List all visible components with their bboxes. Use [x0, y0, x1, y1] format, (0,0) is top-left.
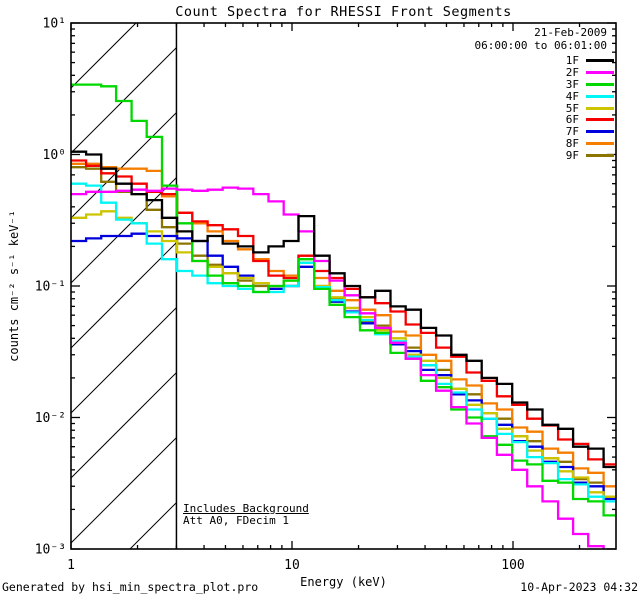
y-axis-label: counts cm⁻² s⁻¹ keV⁻¹ — [7, 210, 21, 362]
series-3F-line — [71, 83, 616, 517]
y-tick-label: 10⁻¹ — [35, 280, 66, 295]
series-5F-line — [71, 210, 616, 498]
annotation-attenuator-state: Att A0, FDecim 1 — [183, 514, 289, 527]
generated-by-label: Generated by hsi_min_spectra_plot.pro — [2, 580, 259, 594]
y-tick-label: 10¹ — [43, 17, 66, 32]
hatch-region — [71, 23, 177, 549]
legend-item: 3F — [566, 79, 614, 91]
legend-label: 1F — [565, 54, 579, 68]
legend-swatch — [586, 141, 614, 145]
legend-swatch — [586, 153, 614, 157]
legend-swatch — [586, 106, 614, 110]
observation-time-range-label: 06:00:00 to 06:01:00 — [474, 39, 607, 52]
observation-date-label: 21-Feb-2009 — [534, 26, 607, 39]
x-axis-label: Energy (keV) — [300, 575, 387, 589]
series-1F-line — [71, 150, 616, 469]
legend-swatch — [586, 71, 614, 75]
legend-label: 6F — [565, 113, 579, 127]
legend-item: 5F — [566, 102, 614, 114]
x-tick-label: 1 — [67, 558, 75, 573]
legend-item: 6F — [566, 114, 614, 126]
series-2F-line — [71, 186, 605, 549]
legend-label: 7F — [565, 125, 579, 139]
series-8F-line — [71, 162, 616, 488]
legend-label: 9F — [565, 148, 579, 162]
plot-border — [70, 22, 617, 550]
legend-label: 8F — [565, 136, 579, 150]
legend-swatch — [586, 82, 614, 86]
legend-item: 4F — [566, 90, 614, 102]
tick-labels: 1 10 100 10¹ 10⁰ 10⁻¹ 10⁻² 10⁻³ — [35, 17, 525, 574]
legend-swatch — [586, 130, 614, 134]
legend-swatch — [586, 118, 614, 122]
spectra-series-group — [71, 83, 616, 549]
legend-label: 2F — [565, 66, 579, 80]
x-tick-label: 100 — [501, 558, 524, 573]
annotation-includes-background: Includes Background — [183, 502, 309, 515]
y-tick-label: 10⁻³ — [35, 543, 66, 558]
x-tick-label: 10 — [284, 558, 300, 573]
legend-item: 1F — [566, 55, 614, 67]
y-tick-label: 10⁻² — [35, 411, 66, 426]
legend-label: 5F — [565, 101, 579, 115]
render-timestamp-label: 10-Apr-2023 04:32 — [520, 580, 638, 594]
legend-label: 4F — [565, 89, 579, 103]
legend-label: 3F — [565, 77, 579, 91]
legend-swatch — [586, 94, 614, 98]
legend-item: 9F — [566, 149, 614, 161]
y-tick-label: 10⁰ — [43, 148, 66, 163]
legend-item: 2F — [566, 67, 614, 79]
plot-title: Count Spectra for RHESSI Front Segments — [175, 4, 512, 20]
legend-swatch — [586, 59, 614, 63]
legend-item: 7F — [566, 126, 614, 138]
legend-item: 8F — [566, 138, 614, 150]
legend: 1F 2F 3F 4F 5F 6F 7F 8F 9F — [566, 55, 614, 161]
